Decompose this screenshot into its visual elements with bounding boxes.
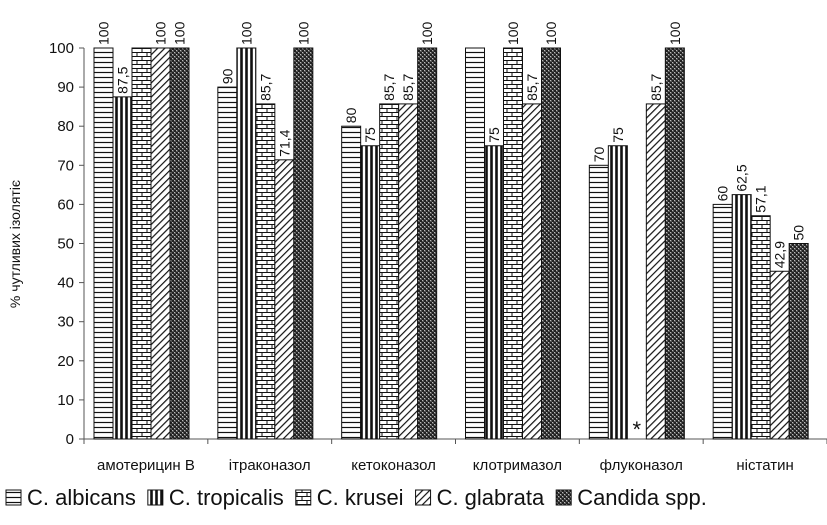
data-label: 85,7 (648, 73, 664, 100)
data-label: 42,9 (772, 241, 788, 268)
category-label: флуконазол (600, 457, 683, 474)
bar (360, 145, 381, 440)
data-label: 50 (791, 225, 807, 241)
data-label: 90 (219, 68, 235, 84)
data-label: 100 (295, 21, 311, 45)
data-label: 75 (610, 127, 626, 143)
y-tick-label: 30 (57, 314, 74, 331)
y-tick-label: 20 (57, 353, 74, 370)
legend-label: Candida spp. (577, 485, 707, 510)
category-label: ністатин (736, 457, 793, 474)
bar (150, 47, 171, 440)
data-label: 100 (238, 21, 254, 45)
data-label: 100 (505, 21, 521, 45)
data-label: 100 (153, 21, 169, 45)
y-axis-title: % чутливих ізолятіє (7, 180, 23, 308)
category-label: клотримазол (473, 457, 562, 474)
data-label: 100 (667, 21, 683, 45)
bar (255, 103, 276, 440)
data-label: 85,7 (524, 73, 540, 100)
bar (341, 125, 362, 440)
data-label: 75 (486, 127, 502, 143)
bar (169, 47, 190, 440)
bar (417, 47, 438, 440)
data-label: 100 (543, 21, 559, 45)
bar (750, 215, 771, 440)
data-label: 71,4 (276, 129, 292, 156)
bar (236, 47, 257, 440)
bar (712, 203, 733, 440)
data-label: 57,1 (753, 185, 769, 212)
legend-swatch (415, 489, 432, 506)
plot-area: 0 10 20 30 40 50 60 70 80 90 100 амотерицин В ітрако… (49, 21, 827, 474)
y-tick-label: 70 (57, 157, 74, 174)
bar (541, 47, 561, 440)
annotation-asterisk: * (633, 417, 642, 442)
bar (788, 243, 809, 440)
bar (274, 159, 295, 440)
bar (484, 145, 504, 440)
bar (645, 103, 666, 440)
bar (217, 86, 238, 440)
legend-label: C. tropicalis (169, 485, 284, 510)
y-tick-label: 40 (57, 275, 74, 292)
bar (769, 270, 790, 440)
bar (664, 47, 685, 440)
y-tick-label: 50 (57, 236, 74, 253)
bar (398, 103, 419, 440)
legend-swatch (295, 489, 312, 506)
y-tick-label: 100 (49, 40, 74, 57)
data-label: 85,7 (381, 73, 397, 100)
category-label: ітраконазол (229, 457, 311, 474)
category-label: кетоконазол (351, 457, 436, 474)
y-tick-label: 90 (57, 79, 74, 96)
data-label: 60 (715, 186, 731, 202)
data-label: 85,7 (400, 73, 416, 100)
bar (588, 164, 609, 440)
bar (465, 47, 485, 440)
bar (131, 47, 152, 440)
category-label: амотерицин В (97, 457, 195, 474)
legend: C. albicans C. tropicalis C. krusei C. glab… (5, 485, 707, 510)
y-tick-label: 60 (57, 196, 74, 213)
bar (112, 96, 133, 440)
legend-label: C. glabrata (437, 485, 545, 510)
y-tick-label: 0 (66, 431, 74, 448)
y-tick-label: 80 (57, 118, 74, 135)
data-label: 62,5 (734, 164, 750, 191)
bar (731, 194, 752, 440)
bar (93, 47, 114, 440)
data-label: 100 (96, 21, 112, 45)
legend-swatch (147, 489, 164, 506)
legend-label: C. krusei (317, 485, 404, 510)
bar (503, 47, 523, 440)
legend-swatch (555, 489, 572, 506)
bar (522, 103, 542, 440)
data-label: 85,7 (257, 73, 273, 100)
bar (607, 145, 628, 440)
legend-swatch (5, 489, 22, 506)
data-label: 80 (343, 107, 359, 123)
bar (379, 103, 400, 440)
data-label: 87,5 (115, 66, 131, 93)
data-label: 100 (419, 21, 435, 45)
data-label: 70 (591, 147, 607, 163)
data-label: 100 (172, 21, 188, 45)
data-label: 75 (362, 127, 378, 143)
legend-label: C. albicans (27, 485, 136, 510)
y-tick-label: 10 (57, 392, 74, 409)
bar (293, 47, 314, 440)
